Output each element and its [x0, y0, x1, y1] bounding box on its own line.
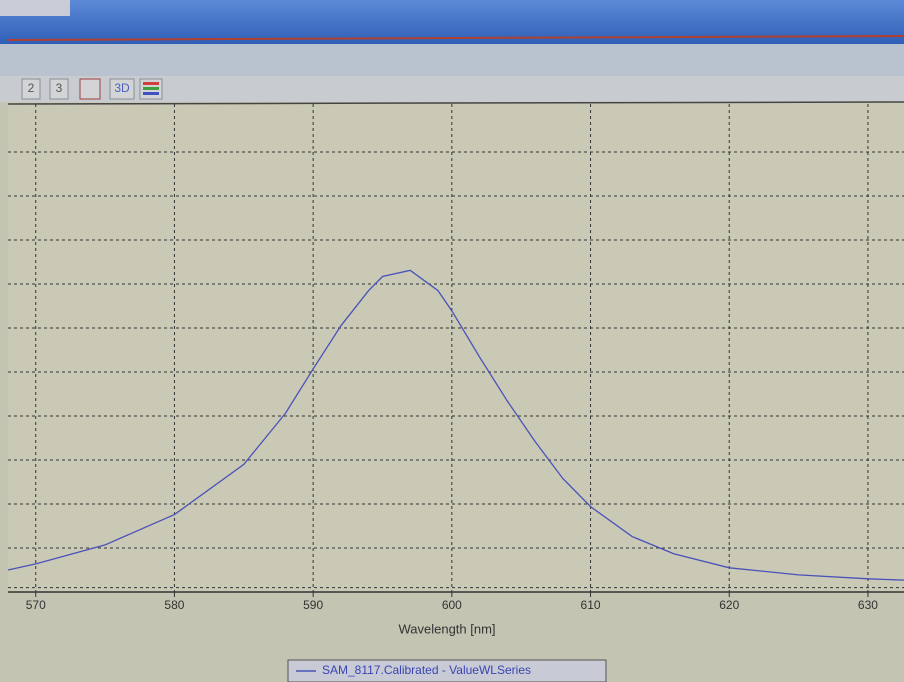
menu-band	[0, 44, 904, 76]
toolbar-button[interactable]	[80, 79, 100, 99]
x-tick-label: 580	[164, 598, 184, 612]
icon	[143, 92, 159, 95]
plot-area	[8, 102, 904, 592]
window-tab	[0, 0, 70, 16]
x-tick-label: 570	[26, 598, 46, 612]
button-label: 3D	[114, 81, 130, 95]
x-tick-label: 590	[303, 598, 323, 612]
icon	[143, 82, 159, 85]
x-tick-label: 610	[581, 598, 601, 612]
page: {"toolbar": {"buttons": ["2", "3", "3D"]…	[0, 0, 904, 682]
button-label: 2	[28, 81, 35, 95]
screen: 2 3 3D Wavelength [nm] SAM_8117.Calibrat…	[0, 0, 904, 682]
icon	[143, 87, 159, 90]
toolbar	[0, 76, 904, 102]
x-tick-label: 630	[858, 598, 878, 612]
legend-label: SAM_8117.Calibrated - ValueWLSeries	[322, 663, 531, 677]
x-axis-label: Wavelength [nm]	[398, 621, 495, 636]
x-tick-label: 620	[719, 598, 739, 612]
button-label: 3	[56, 81, 63, 95]
x-tick-label: 600	[442, 598, 462, 612]
